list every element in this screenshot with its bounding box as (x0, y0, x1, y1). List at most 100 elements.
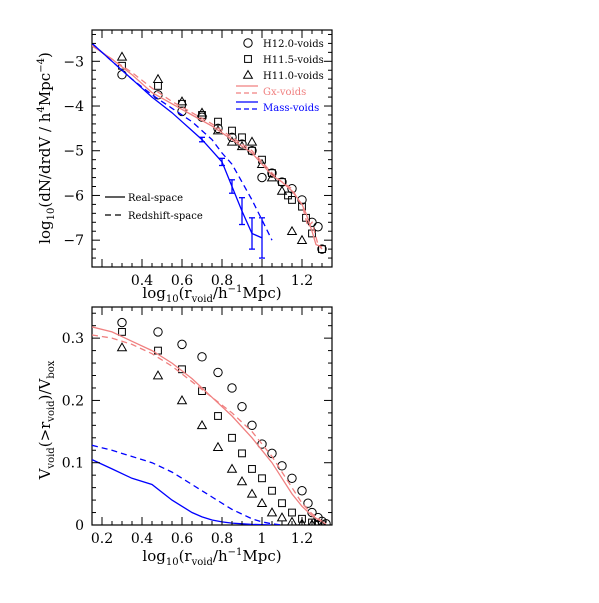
marker-h12-0-voids-bottom (247, 420, 257, 431)
x-tick-label-bottom: 0.4 (131, 531, 153, 547)
legend-marker-h11-0-voids (242, 69, 254, 79)
marker-h11-5-voids-bottom (238, 449, 246, 458)
marker-h12-0-voids-bottom (227, 383, 237, 393)
legend-label-redshift-space: Redshift-space (128, 211, 203, 222)
marker-h11-0-voids-bottom (318, 519, 326, 525)
y-axis-label-top: log10(dN/drdV / h4Mpc−4) (36, 52, 57, 244)
marker-h12-0-voids-top (287, 184, 297, 194)
legend-label-real-space: Real-space (128, 193, 183, 204)
series-line-gx-voids-real-bottom (92, 326, 327, 525)
marker-h11-5-voids-top (298, 202, 306, 211)
marker-h12-0-voids-bottom (177, 339, 187, 350)
marker-h11-0-voids-bottom (256, 497, 268, 507)
marker-h12-0-voids-bottom (213, 367, 223, 378)
marker-h12-0-voids-bottom (237, 401, 247, 412)
marker-h11-0-voids-bottom (196, 419, 208, 430)
marker-h11-0-voids-bottom (176, 395, 188, 405)
series-line-mass-voids-redshift-top (92, 42, 273, 241)
marker-h11-5-voids-bottom (278, 499, 286, 508)
marker-h11-5-voids-top (268, 169, 276, 177)
y-axis-label-bottom: Vvoid(>rvoid)/Vbox (36, 360, 57, 480)
x-axis-label-top: log10(rvoid/h−1Mpc) (142, 284, 281, 305)
x-tick-label-bottom: 0.8 (211, 531, 233, 547)
x-tick-label-bottom: 0.2 (91, 531, 113, 547)
legend-marker-h12-0-voids (243, 38, 253, 48)
marker-h12-0-voids-top (267, 168, 277, 178)
marker-h11-0-voids-top (152, 73, 164, 83)
marker-h12-0-voids-bottom (197, 352, 207, 362)
marker-h12-0-voids-bottom (153, 327, 163, 337)
marker-h11-0-voids-bottom (276, 512, 288, 522)
y-tick-label-top: −3 (63, 54, 84, 70)
legend-label-mass-voids: Mass-voids (263, 103, 319, 114)
marker-h11-5-voids-top (228, 126, 236, 135)
marker-h11-5-voids-bottom (248, 465, 256, 473)
series-line-gx-voids-real-top (92, 45, 323, 248)
marker-h11-5-voids-top (238, 133, 246, 142)
marker-h11-0-voids-bottom (308, 518, 316, 525)
legend-marker-h11-5-voids (244, 55, 252, 63)
marker-h11-5-voids-top (214, 117, 222, 126)
y-tick-label-top: −5 (63, 144, 84, 160)
marker-h11-5-voids-bottom (118, 328, 126, 336)
panel-bottom: 0.2 0.4 0.6 0.8 1 1.2 0 0.1 0.2 0.3 log10(rvoid/h… (36, 306, 333, 568)
marker-h11-0-voids-bottom (236, 475, 248, 486)
marker-h11-0-voids-top (246, 136, 258, 146)
series-markers-h12-0-voids-bottom (117, 317, 331, 525)
marker-h12-0-voids-bottom (287, 473, 297, 483)
marker-h11-0-voids-bottom (152, 370, 164, 380)
x-tick-label-top: 1 (258, 273, 267, 289)
marker-h11-5-voids-bottom (268, 486, 276, 495)
marker-h11-5-voids-top (284, 191, 292, 200)
marker-h11-5-voids-top (278, 178, 286, 186)
series-markers-h11-5-voids-bottom (118, 328, 326, 525)
x-axis-label-bottom: log10(rvoid/h−1Mpc) (142, 547, 281, 568)
x-tick-label-top: 0.4 (131, 273, 153, 289)
legend-space: Real-space Redshift-space (105, 193, 203, 222)
marker-h11-0-voids-top (276, 185, 288, 195)
marker-h12-0-voids-top (117, 70, 127, 80)
marker-h11-0-voids-top (256, 158, 268, 168)
y-tick-label-bottom: 0.2 (62, 393, 84, 409)
x-tick-label-top: 0.8 (211, 273, 233, 289)
legend-label-h11-0-voids: H11.0-voids (263, 71, 324, 82)
series-line-mass-voids-redshift-bottom (92, 444, 283, 525)
marker-h11-5-voids-top (154, 81, 162, 90)
marker-h11-5-voids-bottom (288, 508, 296, 517)
marker-h11-0-voids-top (116, 51, 128, 61)
legend-main: H12.0-voids H11.5-voids H11.0-voids Gx-void… (236, 38, 324, 114)
series-markers-h11-0-voids-bottom (116, 342, 326, 525)
marker-h11-0-voids-top (176, 96, 188, 106)
y-tick-label-top: −7 (63, 233, 84, 249)
marker-h11-0-voids-bottom (246, 488, 258, 498)
marker-h11-0-voids-bottom (287, 516, 297, 525)
x-tick-label-bottom: 1 (258, 531, 267, 547)
y-tick-label-top: −4 (63, 99, 84, 115)
marker-h11-0-voids-top (296, 234, 308, 244)
y-tick-label-top: −6 (63, 188, 84, 204)
marker-h12-0-voids-top (197, 112, 207, 122)
series-markers-h11-5-voids-top (118, 61, 326, 254)
marker-h12-0-voids-top (317, 244, 327, 254)
marker-h12-0-voids-top (257, 172, 267, 183)
x-tick-label-bottom: 0.6 (171, 531, 193, 547)
marker-h11-5-voids-bottom (228, 433, 236, 442)
x-tick-label-top: 1.2 (291, 273, 313, 289)
marker-h12-0-voids-bottom (303, 498, 313, 508)
y-tick-label-bottom: 0 (75, 518, 84, 534)
marker-h11-0-voids-bottom (266, 507, 278, 517)
marker-h12-0-voids-bottom (117, 317, 127, 328)
panel-top: 0.4 0.6 0.8 1 1.2 −3 −4 −5 −6 −7 log10(rvoid/h−1M… (36, 29, 333, 305)
series-line-gx-voids-redshift-top (92, 45, 323, 250)
marker-h11-5-voids-top (118, 61, 126, 70)
x-tick-label-top: 0.6 (171, 273, 193, 289)
marker-h11-5-voids-top (288, 196, 296, 204)
marker-h11-0-voids-bottom (298, 518, 306, 525)
legend-label-h11-5-voids: H11.5-voids (263, 55, 324, 66)
marker-h11-5-voids-bottom (214, 412, 222, 420)
marker-h11-0-voids-top (286, 225, 298, 236)
marker-h12-0-voids-bottom (297, 486, 307, 496)
x-tick-label-bottom: 1.2 (291, 531, 313, 547)
